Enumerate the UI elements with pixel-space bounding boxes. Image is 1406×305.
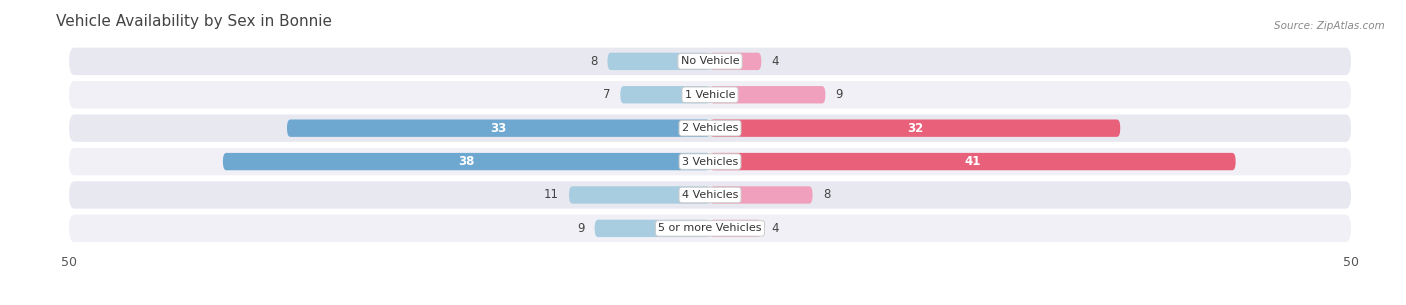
FancyBboxPatch shape xyxy=(607,53,710,70)
FancyBboxPatch shape xyxy=(69,81,1351,109)
Legend: Male, Female: Male, Female xyxy=(638,303,782,305)
FancyBboxPatch shape xyxy=(69,181,1351,209)
Text: 9: 9 xyxy=(576,222,585,235)
Text: 8: 8 xyxy=(823,188,830,202)
FancyBboxPatch shape xyxy=(710,53,761,70)
Text: No Vehicle: No Vehicle xyxy=(681,56,740,66)
FancyBboxPatch shape xyxy=(710,86,825,103)
FancyBboxPatch shape xyxy=(710,220,761,237)
Text: 11: 11 xyxy=(544,188,558,202)
FancyBboxPatch shape xyxy=(69,114,1351,142)
FancyBboxPatch shape xyxy=(69,48,1351,75)
Text: 33: 33 xyxy=(491,122,506,135)
Text: 41: 41 xyxy=(965,155,981,168)
Text: 38: 38 xyxy=(458,155,475,168)
FancyBboxPatch shape xyxy=(569,186,710,204)
FancyBboxPatch shape xyxy=(595,220,710,237)
FancyBboxPatch shape xyxy=(287,120,710,137)
FancyBboxPatch shape xyxy=(69,148,1351,175)
FancyBboxPatch shape xyxy=(710,120,1121,137)
Text: 32: 32 xyxy=(907,122,924,135)
Text: 1 Vehicle: 1 Vehicle xyxy=(685,90,735,100)
Text: 9: 9 xyxy=(835,88,844,101)
Text: 7: 7 xyxy=(603,88,610,101)
FancyBboxPatch shape xyxy=(710,186,813,204)
FancyBboxPatch shape xyxy=(710,153,1236,170)
Text: 3 Vehicles: 3 Vehicles xyxy=(682,156,738,167)
Text: 4: 4 xyxy=(772,55,779,68)
Text: Vehicle Availability by Sex in Bonnie: Vehicle Availability by Sex in Bonnie xyxy=(56,14,332,29)
Text: 4: 4 xyxy=(772,222,779,235)
Text: Source: ZipAtlas.com: Source: ZipAtlas.com xyxy=(1274,21,1385,31)
Text: 4 Vehicles: 4 Vehicles xyxy=(682,190,738,200)
FancyBboxPatch shape xyxy=(620,86,710,103)
FancyBboxPatch shape xyxy=(224,153,710,170)
Text: 2 Vehicles: 2 Vehicles xyxy=(682,123,738,133)
FancyBboxPatch shape xyxy=(69,215,1351,242)
Text: 5 or more Vehicles: 5 or more Vehicles xyxy=(658,223,762,233)
Text: 8: 8 xyxy=(591,55,598,68)
